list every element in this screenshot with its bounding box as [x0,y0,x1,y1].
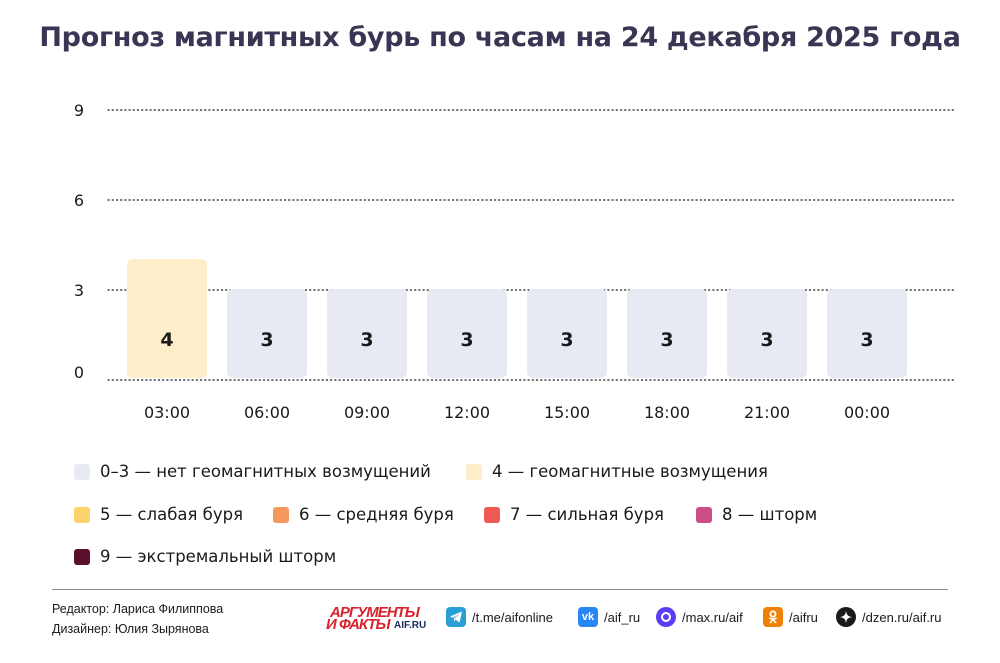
legend-swatch [74,506,90,523]
y-tick-label: 9 [74,101,84,120]
bar-value-label: 4 [160,329,173,351]
legend-item-0: 0–3 — нет геомагнитных возмущений [74,462,431,481]
y-tick-label: 3 [74,281,84,300]
social-label: /aifru [789,609,818,625]
legend-item-3: 6 — средняя буря [273,505,454,524]
bar-value-label: 3 [860,329,873,351]
dzen-icon [836,607,856,627]
legend-label: 8 — шторм [722,505,818,524]
y-tick-label: 6 [74,191,84,210]
social-label: /t.me/aifonline [472,609,553,625]
x-tick-label: 03:00 [144,403,190,422]
legend-item-5: 8 — шторм [696,505,817,524]
vk-icon: vk [578,607,598,627]
social-label: /max.ru/aif [682,609,743,625]
y-tick-label: 0 [74,363,84,382]
social-telegram-link[interactable]: /t.me/aifonline [446,607,553,627]
bar [627,289,707,378]
bar-value-label: 3 [660,329,673,351]
legend-swatch [74,548,90,565]
bar [327,289,407,378]
footer-divider [52,589,948,590]
legend-item-6: 9 — экстремальный шторм [74,547,336,566]
logo-line-2: И ФАКТЫ [326,616,390,633]
legend-swatch [696,506,712,523]
bar [227,289,307,378]
social-max-link[interactable]: /max.ru/aif [656,607,743,627]
chart-title: Прогноз магнитных бурь по часам на 24 де… [39,22,961,53]
max-icon [656,607,676,627]
legend-swatch [273,506,289,523]
x-tick-label: 12:00 [444,403,490,422]
bar [127,259,207,378]
legend-item-1: 4 — геомагнитные возмущения [466,462,768,481]
legend-swatch [466,463,482,480]
legend-label: 5 — слабая буря [100,505,244,524]
bar-value-label: 3 [560,329,573,351]
logo-line-1: АРГУМЕНТЫ [330,604,420,621]
bar [827,289,907,378]
legend-item-2: 5 — слабая буря [74,505,243,524]
bar-chart: 0 3 6 9 4 03:00 3 06:00 3 09:00 3 12:00 3 15:00 3 18:00… [74,101,957,422]
legend-label: 0–3 — нет геомагнитных возмущений [100,462,431,481]
x-tick-label: 09:00 [344,403,390,422]
legend-item-4: 7 — сильная буря [484,505,664,524]
social-vk-link[interactable]: vk /aif_ru [578,607,640,627]
social-label: /dzen.ru/aif.ru [862,609,942,625]
bar-value-label: 3 [760,329,773,351]
social-label: /aif_ru [604,609,641,625]
bar-value-label: 3 [260,329,273,351]
bar [427,289,507,378]
aif-logo[interactable]: АРГУМЕНТЫ И ФАКТЫ AIF.RU [326,604,434,633]
social-dzen-link[interactable]: /dzen.ru/aif.ru [836,607,942,627]
bar [527,289,607,378]
bar-value-label: 3 [360,329,373,351]
legend-label: 7 — сильная буря [510,505,664,524]
editor-credit: Редактор: Лариса Филиппова [52,602,224,616]
bar [727,289,807,378]
x-tick-label: 06:00 [244,403,290,422]
bar-value-label: 3 [460,329,473,351]
legend-swatch [484,506,500,523]
designer-credit: Дизайнер: Юлия Зырянова [52,622,209,636]
logo-site: AIF.RU [394,620,427,631]
telegram-icon [446,607,466,627]
legend-label: 9 — экстремальный шторм [100,547,337,566]
x-tick-label: 18:00 [644,403,690,422]
x-tick-label: 00:00 [844,403,890,422]
odnoklassniki-icon [763,607,783,627]
legend-label: 6 — средняя буря [299,505,454,524]
credits: Редактор: Лариса Филиппова Дизайнер: Юли… [52,599,223,639]
social-ok-link[interactable]: /aifru [763,607,818,627]
x-tick-label: 15:00 [544,403,590,422]
legend-swatch [74,463,90,480]
legend-label: 4 — геомагнитные возмущения [492,462,768,481]
x-tick-label: 21:00 [744,403,790,422]
